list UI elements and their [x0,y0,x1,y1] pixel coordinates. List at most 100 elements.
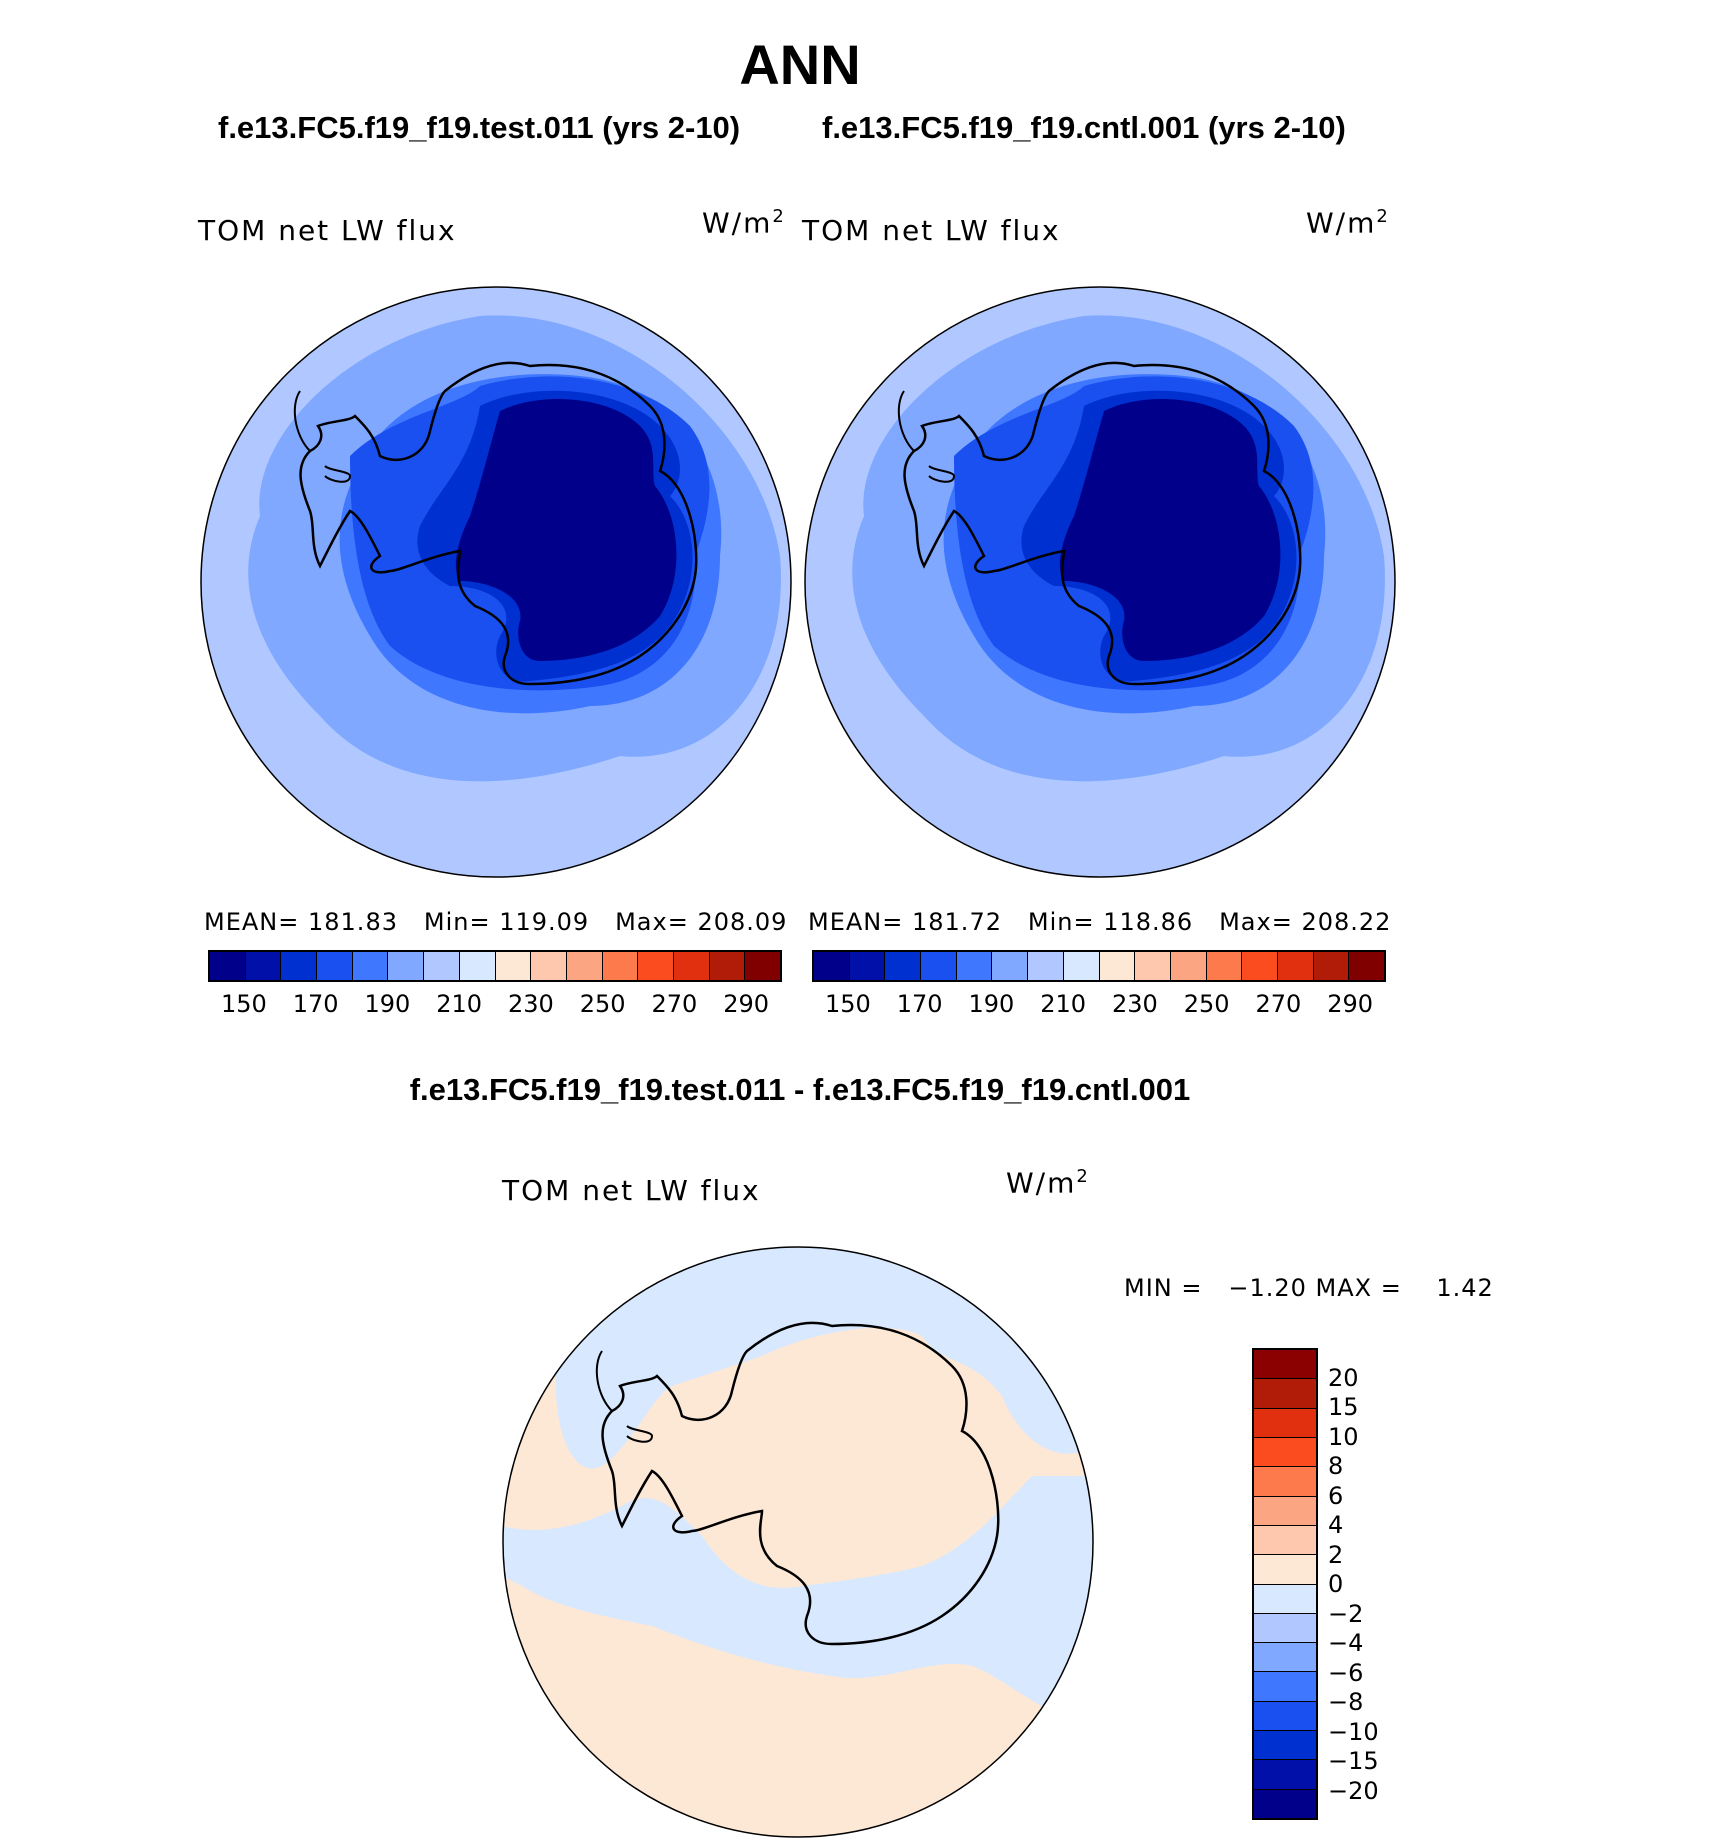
peninsula-ice [897,390,956,483]
difference-title: f.e13.FC5.f19_f19.test.011 - f.e13.FC5.f… [409,1072,1191,1107]
colorbar-swatch [1277,952,1314,980]
polar-map-cntl [804,286,1396,878]
colorbar-swatch [531,952,567,980]
colorbar-swatch [849,952,886,980]
colorbar-tick-label: 15 [1328,1393,1359,1421]
colorbar-swatch [388,952,425,980]
colorbar-tick-label: 2 [1328,1540,1344,1569]
colorbar-swatch [281,952,318,980]
colorbar-tick-label: −6 [1328,1658,1364,1687]
colorbar-swatch [1254,1643,1316,1673]
colorbar-tick-label: 230 [507,990,554,1018]
map-border [502,1246,1094,1838]
diff-field-neg-north [555,1247,1093,1469]
colorbar-swatch [1254,1408,1316,1438]
colorbar-swatch [921,952,957,980]
variable-label-diff: TOM net LW flux [502,1174,761,1207]
colorbar-tick-label: 190 [364,990,411,1018]
colorbar-swatch [709,952,746,980]
colorbar-swatch [1099,952,1136,980]
stats-test: MEAN= 181.83 Min= 119.09 Max= 208.09 [204,908,788,936]
colorbar-swatch [1254,1672,1316,1702]
colorbar-swatch [1313,952,1350,980]
colorbar-swatch [1254,1350,1316,1380]
colorbar-tick-label: 0 [1328,1570,1344,1598]
field-interior [1059,399,1281,661]
coastline [299,361,698,686]
colorbar-tick-label: −10 [1328,1717,1379,1746]
colorbar-swatch [602,952,639,980]
colorbar-tick-label: −8 [1328,1688,1364,1716]
colorbar-tick-label: 4 [1328,1511,1344,1539]
colorbar-tick-label: 150 [220,990,267,1018]
colorbar-swatch [956,952,993,980]
colorbar-tick-label: 10 [1328,1422,1359,1451]
colorbar-swatch [1254,1379,1316,1409]
colorbar-swatch [1254,1760,1316,1790]
case-title-test: f.e13.FC5.f19_f19.test.011 (yrs 2-10) [218,110,741,145]
colorbar-tick-label: 270 [1255,990,1302,1018]
colorbar-tick-label: −2 [1328,1599,1364,1628]
polar-map-test [200,286,792,878]
colorbar-tick-label: 290 [1327,990,1374,1018]
colorbar-tick-label: −15 [1328,1747,1379,1775]
colorbar-swatch [992,952,1029,980]
variable-label-test: TOM net LW flux [198,214,457,247]
colorbar-tick-label: 6 [1328,1481,1344,1510]
peninsula-ice [595,1350,654,1443]
colorbar-difference [1252,1348,1318,1820]
colorbar-tick-label: 270 [651,990,698,1018]
colorbar-swatch [1063,952,1100,980]
colorbar-swatch [1206,952,1243,980]
colorbar-swatch [317,952,353,980]
colorbar-swatch [1349,952,1384,980]
colorbar-swatch [673,952,710,980]
colorbar-swatch [1254,1613,1316,1644]
colorbar-tick-label: 210 [1040,990,1087,1018]
units-label-diff: W/m2 [1006,1166,1090,1200]
colorbar-swatch [638,952,674,980]
colorbar-swatch [1254,1731,1316,1761]
minmax-diff: MIN = −1.20 MAX = 1.42 [1124,1274,1494,1302]
colorbar-tick-label: 150 [824,990,871,1018]
colorbar-tick-label: 290 [723,990,770,1018]
colorbar-tick-label: 170 [896,990,943,1018]
colorbar-swatch [424,952,460,980]
diff-field-neg-south [503,1476,1093,1726]
colorbar-tick-label: 190 [968,990,1015,1018]
colorbar-tick-label: 250 [579,990,626,1018]
colorbar-swatch [1135,952,1171,980]
units-label-cntl: W/m2 [1306,206,1390,240]
colorbar-swatch [1254,1437,1316,1468]
colorbar-cntl [812,950,1386,982]
colorbar-test [208,950,782,982]
map-border [200,286,792,878]
colorbar-swatch [885,952,922,980]
colorbar-swatch [1242,952,1278,980]
colorbar-swatch [495,952,532,980]
colorbar-tick-label: −4 [1328,1629,1364,1657]
colorbar-swatch [745,952,780,980]
variable-label-cntl: TOM net LW flux [802,214,1061,247]
diff-field-pos-interior [750,1408,935,1560]
stats-cntl: MEAN= 181.72 Min= 118.86 Max= 208.22 [808,908,1392,936]
colorbar-swatch [1170,952,1207,980]
colorbar-swatch [1254,1496,1316,1526]
colorbar-swatch [210,952,246,980]
colorbar-swatch [1254,1525,1316,1556]
colorbar-swatch [1254,1789,1316,1818]
units-label-test: W/m2 [702,206,786,240]
colorbar-tick-label: 20 [1328,1363,1359,1392]
colorbar-swatch [352,952,389,980]
map-border [804,286,1396,878]
colorbar-swatch [814,952,850,980]
colorbar-tick-label: 250 [1183,990,1230,1018]
main-title: ANN [739,33,861,96]
colorbar-tick-label: 8 [1328,1452,1344,1480]
colorbar-swatch [1254,1584,1316,1614]
colorbar-swatch [1028,952,1064,980]
colorbar-swatch [1254,1467,1316,1497]
colorbar-swatch [459,952,496,980]
colorbar-swatch [245,952,282,980]
colorbar-tick-label: 170 [292,990,339,1018]
